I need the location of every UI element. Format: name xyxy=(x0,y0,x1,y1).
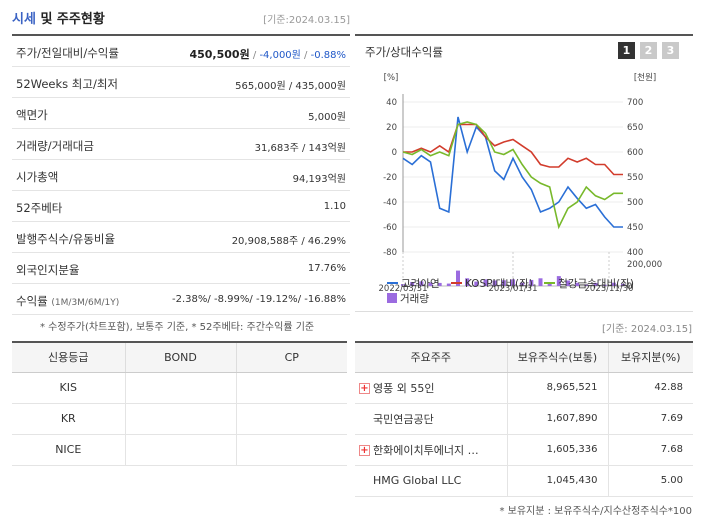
returns-values: -2.38%/ -8.99%/ -19.12%/ -16.88% xyxy=(172,294,346,305)
volume-bar xyxy=(538,278,543,286)
expand-icon[interactable]: + xyxy=(359,382,370,394)
volume-bar xyxy=(428,282,433,286)
volume-bar xyxy=(593,282,598,286)
table-row: HMG Global LLC 1,045,430 5.00 xyxy=(355,465,693,497)
right-tick-label: 650 xyxy=(627,123,643,133)
table-row: 국민연금공단 1,607,890 7.69 xyxy=(355,403,693,435)
legend-kospi: KOSPI대비(좌) xyxy=(450,276,533,291)
volume-bar xyxy=(529,279,534,286)
credit-header-rating: 신용등급 xyxy=(12,342,125,373)
volume-bar xyxy=(584,284,589,286)
legend-price: 고려아연 xyxy=(387,276,440,291)
table-row: KR xyxy=(12,403,347,435)
volume-bar xyxy=(483,279,488,286)
volume-bar xyxy=(465,278,470,286)
volume-bar xyxy=(520,282,525,286)
volume-bar xyxy=(474,281,479,286)
left-tick-label: 20 xyxy=(386,123,397,133)
info-row-price: 주가/전일대비/수익률 450,500원 / -4,000원 / -0.88% xyxy=(12,36,350,67)
credit-rating-table: 신용등급 BOND CP KIS KR NICE xyxy=(12,341,347,466)
credit-header-bond: BOND xyxy=(124,342,236,373)
right-tick-label: 700 xyxy=(627,98,643,108)
chart-legend: 고려아연 KOSPI대비(좌) 철강금속대비(좌) 거래량 xyxy=(387,275,687,306)
info-row-volume: 거래량/거래대금 31,683주 / 143억원 xyxy=(12,129,350,160)
share-header-shares: 보유주식수(보통) xyxy=(506,342,608,373)
info-row-foreign: 외국인지분율 17.76% xyxy=(12,253,350,284)
info-row-shares: 발행주식수/유동비율 20,908,588주 / 46.29% xyxy=(12,222,350,253)
left-tick-label: 0 xyxy=(392,148,397,158)
volume-bar xyxy=(437,282,442,286)
chart-title: 주가/상대수익률 xyxy=(365,45,443,59)
series-line-1 xyxy=(402,116,623,228)
volume-bar xyxy=(446,283,451,286)
legend-volume: 거래량 xyxy=(387,291,429,306)
footnote-price: * 수정주가(차트포함), 보통주 기준, * 52주베타: 주간수익률 기준 xyxy=(40,322,315,333)
section-header: 시세 및 주주현황 [기준:2024.03.15] xyxy=(12,8,350,30)
volume-bar xyxy=(419,281,424,286)
info-row-face-value: 액면가 5,000원 xyxy=(12,98,350,129)
price-chart: [%] [천원] 40 20 0 -20 -40 -60 -80 700 650 600 550 500 4… xyxy=(379,72,663,292)
info-row-market-cap: 시가총액 94,193억원 xyxy=(12,160,350,191)
left-tick-label: -80 xyxy=(383,248,397,258)
expand-icon[interactable]: + xyxy=(359,444,370,456)
volume-tick-label: 0 xyxy=(627,282,632,292)
series-line-2 xyxy=(403,123,623,176)
x-tick-label: 2023/11/30 xyxy=(585,284,634,292)
table-row: NICE xyxy=(12,434,347,466)
right-tick-label: 600 xyxy=(627,148,643,158)
chart-page-1-button[interactable]: 1 xyxy=(618,42,635,59)
info-row-52weeks: 52Weeks 최고/최저 565,000원 / 435,000원 xyxy=(12,67,350,98)
volume-bar xyxy=(566,280,570,286)
footnote-shareholding: * 보유지분 : 보유주식수/지수산정주식수*100 xyxy=(499,506,692,517)
left-tick-label: -20 xyxy=(383,173,397,183)
series-line-3 xyxy=(402,121,623,230)
legend-steel: 철강금속대비(좌) xyxy=(544,276,634,291)
left-tick-label: -40 xyxy=(383,198,397,208)
left-tick-label: -60 xyxy=(383,223,397,233)
table-row: + 한화에이치투에너지 … 1,605,336 7.68 xyxy=(355,434,693,466)
price-info-table: 주가/전일대비/수익률 450,500원 / -4,000원 / -0.88% … xyxy=(12,34,350,315)
left-tick-label: 40 xyxy=(386,98,397,108)
credit-header-cp: CP xyxy=(235,342,347,373)
x-tick-label: 2023/01/31 xyxy=(489,284,538,292)
volume-bar xyxy=(511,279,515,286)
volume-bar xyxy=(575,282,580,286)
section-title: 시세 및 주주현황 xyxy=(12,12,105,27)
volume-bar xyxy=(611,282,616,286)
info-row-returns: 수익률 (1M/3M/6M/1Y) -2.38%/ -8.99%/ -19.12… xyxy=(12,284,350,315)
volume-bar xyxy=(410,282,415,286)
share-header-holder: 주요주주 xyxy=(355,342,507,373)
chart-pager: 1 2 3 xyxy=(618,42,679,59)
volume-tick-label: 200,000 xyxy=(627,260,662,270)
volume-bar xyxy=(556,276,561,286)
right-tick-label: 500 xyxy=(627,198,643,208)
right-axis-unit: [천원] xyxy=(634,72,656,83)
share-header-pct: 보유지분(%) xyxy=(607,342,693,373)
price-values: 450,500원 / -4,000원 / -0.88% xyxy=(189,48,346,61)
shareholder-table: 주요주주 보유주식수(보통) 보유지분(%) + 영풍 외 55인 8,965,5… xyxy=(355,341,693,497)
volume-bar xyxy=(492,280,497,286)
x-tick-label: 2022/03/31 xyxy=(379,284,428,292)
volume-bar xyxy=(547,284,552,286)
right-tick-label: 450 xyxy=(627,223,643,233)
chart-page-3-button[interactable]: 3 xyxy=(662,42,679,59)
reference-date: [기준:2024.03.15] xyxy=(263,15,350,26)
right-tick-label: 400 xyxy=(627,248,643,258)
volume-bar xyxy=(602,284,607,286)
info-row-beta: 52주베타 1.10 xyxy=(12,191,350,222)
table-row: KIS xyxy=(12,372,347,404)
chart-panel: 주가/상대수익률 1 2 3 [%] [천원] 40 20 0 -20 -40 -60 -80 7… xyxy=(355,34,693,312)
volume-bar xyxy=(456,270,460,286)
right-tick-label: 550 xyxy=(627,173,643,183)
table-row: + 영풍 외 55인 8,965,521 42.88 xyxy=(355,372,693,404)
volume-bar xyxy=(621,283,625,286)
chart-page-2-button[interactable]: 2 xyxy=(640,42,657,59)
volume-bar xyxy=(501,280,506,286)
chart-reference-date: [기준: 2024.03.15] xyxy=(601,324,692,335)
left-axis-unit: [%] xyxy=(384,73,399,83)
